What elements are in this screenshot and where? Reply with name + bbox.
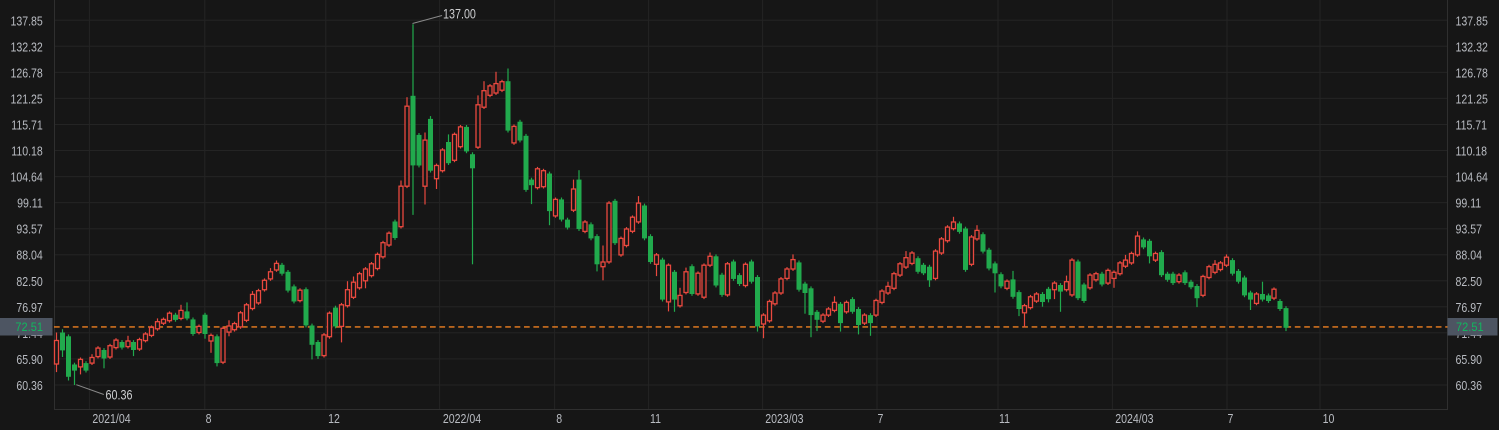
svg-text:88.04: 88.04 (1456, 249, 1483, 263)
svg-text:126.78: 126.78 (1456, 67, 1488, 81)
svg-text:2022/04: 2022/04 (443, 412, 482, 425)
svg-text:60.36: 60.36 (106, 387, 133, 403)
svg-text:60.36: 60.36 (16, 379, 42, 393)
svg-text:8: 8 (206, 412, 212, 425)
svg-text:2023/03: 2023/03 (765, 412, 803, 425)
svg-text:76.97: 76.97 (16, 301, 42, 315)
svg-text:93.57: 93.57 (1456, 223, 1482, 237)
svg-text:2024/03: 2024/03 (1115, 412, 1153, 425)
svg-text:10: 10 (1323, 412, 1335, 425)
svg-text:137.00: 137.00 (443, 6, 476, 22)
svg-text:7: 7 (878, 412, 884, 425)
svg-text:72.51: 72.51 (15, 321, 43, 333)
svg-text:8: 8 (556, 412, 562, 425)
svg-text:99.11: 99.11 (1456, 197, 1482, 211)
svg-text:72.51: 72.51 (1456, 321, 1484, 333)
svg-text:12: 12 (328, 412, 340, 425)
svg-text:104.64: 104.64 (10, 171, 43, 185)
svg-text:126.78: 126.78 (10, 67, 42, 81)
svg-text:82.50: 82.50 (1456, 275, 1483, 289)
svg-text:11: 11 (650, 412, 661, 425)
svg-text:121.25: 121.25 (10, 93, 42, 107)
svg-text:121.25: 121.25 (1456, 93, 1488, 107)
svg-text:11: 11 (999, 412, 1010, 425)
svg-text:132.32: 132.32 (1456, 40, 1488, 54)
svg-text:132.32: 132.32 (10, 40, 42, 54)
svg-text:137.85: 137.85 (10, 14, 42, 28)
svg-text:65.90: 65.90 (1456, 353, 1483, 367)
svg-text:60.36: 60.36 (1456, 379, 1482, 393)
svg-text:76.97: 76.97 (1456, 301, 1482, 315)
svg-text:110.18: 110.18 (1456, 145, 1488, 159)
svg-text:110.18: 110.18 (11, 145, 43, 159)
svg-text:99.11: 99.11 (17, 197, 43, 211)
svg-text:2021/04: 2021/04 (92, 412, 131, 425)
svg-text:82.50: 82.50 (16, 275, 43, 289)
svg-text:137.85: 137.85 (1456, 14, 1488, 28)
svg-text:115.71: 115.71 (1456, 119, 1488, 133)
svg-text:115.71: 115.71 (11, 119, 43, 133)
svg-text:65.90: 65.90 (16, 353, 43, 367)
svg-text:7: 7 (1228, 412, 1234, 425)
svg-text:104.64: 104.64 (1456, 171, 1489, 185)
svg-text:93.57: 93.57 (16, 223, 42, 237)
svg-text:88.04: 88.04 (16, 249, 43, 263)
